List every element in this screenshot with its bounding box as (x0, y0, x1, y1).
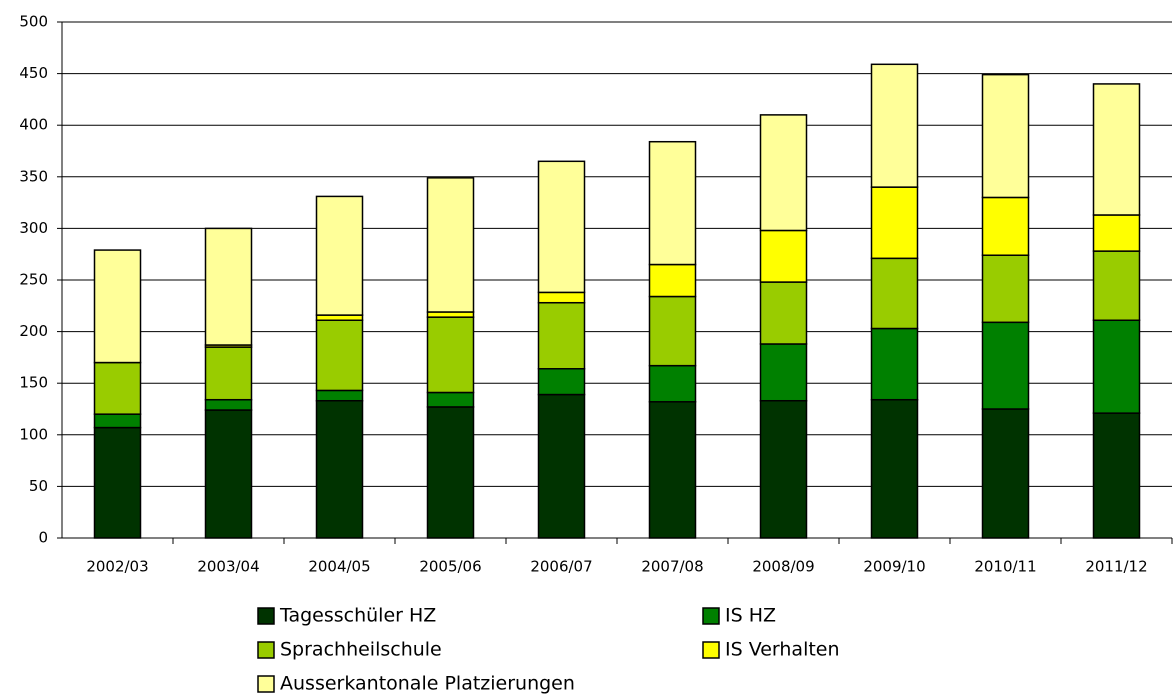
bar-segment (537, 393, 586, 539)
bar-segment (870, 63, 919, 188)
bar-segment (648, 295, 697, 367)
y-tick-label: 50 (29, 477, 48, 495)
bar-segment (537, 291, 586, 304)
bar-segment (870, 186, 919, 260)
y-tick-label: 350 (19, 167, 48, 185)
bar-segment (426, 391, 475, 408)
x-tick-label: 2006/07 (530, 558, 592, 576)
bar-segment (759, 399, 808, 539)
bar-segment (1092, 250, 1141, 321)
y-tick-label: 100 (19, 425, 48, 443)
legend-label: Tagesschüler HZ (279, 605, 436, 627)
bar-segment (759, 281, 808, 345)
bar-segment (93, 426, 142, 539)
bar-segment (1092, 214, 1141, 252)
bar-segment (426, 316, 475, 394)
bar-segment (981, 408, 1030, 539)
bar-segment (204, 409, 253, 539)
y-tick-label: 0 (38, 529, 48, 547)
x-tick-label: 2008/09 (752, 558, 814, 576)
bar-segment (426, 406, 475, 539)
x-tick-label: 2011/12 (1085, 558, 1147, 576)
legend-swatch (702, 607, 720, 625)
bar-segment (648, 401, 697, 539)
bar-segment (981, 321, 1030, 410)
y-tick-label: 500 (19, 13, 48, 31)
bar-segment (648, 140, 697, 266)
x-tick-label: 2010/11 (974, 558, 1036, 576)
bar-segment (981, 254, 1030, 324)
x-tick-label: 2009/10 (863, 558, 925, 576)
x-tick-label: 2005/06 (419, 558, 481, 576)
bar-segment (870, 327, 919, 401)
bar-segment (981, 196, 1030, 256)
bar-segment (204, 346, 253, 401)
bar-segment (315, 319, 364, 392)
y-tick-label: 300 (19, 219, 48, 237)
legend-swatch (702, 641, 720, 659)
bar-segment (93, 361, 142, 415)
bar-segment (759, 114, 808, 232)
bar-segment (93, 413, 142, 429)
bar-segment (426, 177, 475, 313)
y-tick-label: 200 (19, 322, 48, 340)
legend-label: Ausserkantonale Platzierungen (280, 673, 575, 695)
bar-segment (648, 364, 697, 403)
bar-segment (537, 301, 586, 370)
y-tick-label: 450 (19, 64, 48, 82)
bar-segment (648, 263, 697, 298)
legend-label: IS Verhalten (725, 639, 840, 661)
legend-label: Sprachheilschule (280, 639, 442, 661)
bar-segment (1092, 319, 1141, 414)
bar-segment (315, 195, 364, 316)
y-tick-label: 250 (19, 271, 48, 289)
bar-segment (537, 160, 586, 294)
legend-label: IS HZ (725, 605, 776, 627)
bar-segment (315, 314, 364, 321)
bar-segment (870, 398, 919, 539)
legend-swatch (257, 641, 275, 659)
y-tick-label: 150 (19, 374, 48, 392)
y-tick-label: 400 (19, 116, 48, 134)
bar-segment (204, 227, 253, 346)
bar-segment (1092, 83, 1141, 216)
x-tick-label: 2004/05 (308, 558, 370, 576)
bar-segment (759, 229, 808, 283)
bar-segment (981, 73, 1030, 199)
x-tick-label: 2007/08 (641, 558, 703, 576)
bar-segment (204, 398, 253, 411)
legend-swatch (257, 607, 275, 625)
bar-segment (315, 399, 364, 539)
x-tick-label: 2003/04 (197, 558, 259, 576)
x-tick-label: 2002/03 (86, 558, 148, 576)
bar-segment (1092, 412, 1141, 539)
bar-segment (870, 257, 919, 330)
bar-segment (759, 343, 808, 402)
bar-segment (93, 249, 142, 364)
bar-segment (537, 368, 586, 396)
bar-segment (426, 311, 475, 318)
legend-swatch (257, 675, 275, 693)
bar-segment (315, 389, 364, 402)
